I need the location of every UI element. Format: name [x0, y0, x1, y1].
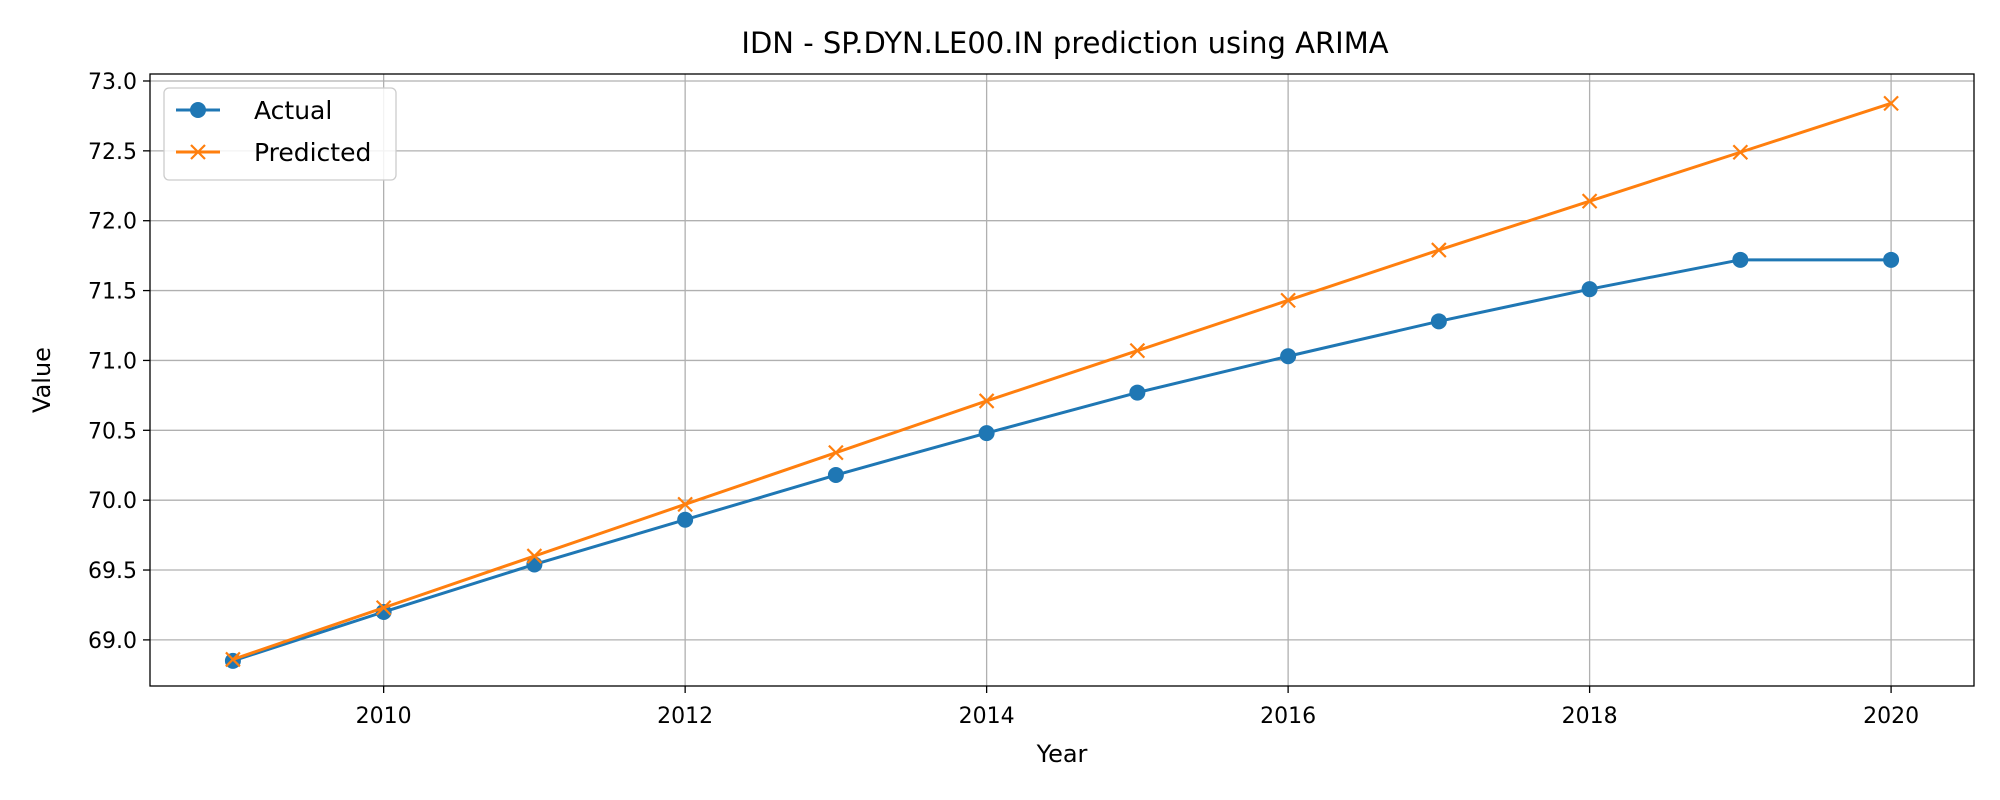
- data-point-actual: [1581, 281, 1598, 298]
- plot-area-frame: [149, 73, 1975, 687]
- grid-layer: [150, 74, 1974, 686]
- data-point-predicted: [978, 393, 995, 409]
- data-point-actual: [978, 425, 995, 442]
- data-point-predicted: [677, 496, 693, 513]
- x-tick-label: 2012: [657, 704, 713, 729]
- y-tick-label: 70.0: [88, 489, 137, 514]
- y-tick-label: 69.5: [88, 559, 137, 584]
- data-point-predicted: [828, 444, 844, 461]
- legend-label-actual: Actual: [254, 96, 332, 125]
- data-point-actual: [1129, 384, 1146, 401]
- data-point-predicted: [1129, 342, 1146, 359]
- x-axis-title: Year: [1036, 740, 1088, 768]
- data-point-actual: [1883, 251, 1900, 268]
- y-tick-label: 72.0: [88, 210, 137, 235]
- chart-title: IDN - SP.DYN.LE00.IN prediction using AR…: [741, 26, 1388, 60]
- series-line-predicted: [232, 101, 1892, 661]
- series-line-actual: [232, 258, 1892, 663]
- x-tick-label: 2018: [1562, 704, 1618, 729]
- x-tick-label: 2016: [1260, 704, 1316, 729]
- y-tick-label: 69.0: [88, 629, 137, 654]
- legend-marker-predicted: [190, 144, 206, 160]
- y-axis-title: Value: [28, 347, 56, 413]
- ticks-layer: 2010 2012 2014 2016 2018 2020 69.0 69.5 70.0 70.5…: [88, 70, 1919, 729]
- legend-label-predicted: Predicted: [254, 138, 371, 167]
- legend: Actual Predicted: [163, 87, 397, 181]
- y-tick-label: 73.0: [88, 70, 137, 95]
- y-tick-label: 70.5: [88, 419, 137, 444]
- x-tick-label: 2014: [959, 704, 1015, 729]
- legend-marker-actual: [190, 102, 206, 118]
- data-point-actual: [677, 511, 694, 528]
- data-point-predicted: [1732, 144, 1749, 161]
- data-point-predicted: [1431, 242, 1447, 258]
- series-layer: [224, 95, 1900, 669]
- data-point-predicted: [375, 599, 392, 616]
- legend-entry-predicted: Predicted: [176, 138, 371, 167]
- data-point-predicted: [526, 548, 543, 564]
- x-tick-label: 2020: [1863, 704, 1919, 729]
- data-point-predicted: [1883, 95, 1899, 112]
- legend-frame: [163, 87, 397, 181]
- legend-entry-actual: Actual: [176, 96, 332, 125]
- data-point-actual: [827, 467, 844, 484]
- data-point-predicted: [225, 651, 241, 668]
- data-point-actual: [1430, 313, 1447, 330]
- y-tick-label: 71.0: [88, 349, 137, 374]
- data-point-actual: [1732, 251, 1749, 268]
- y-tick-label: 72.5: [88, 140, 137, 165]
- data-point-actual: [1280, 348, 1297, 365]
- x-tick-label: 2010: [356, 704, 412, 729]
- data-point-predicted: [1581, 193, 1598, 209]
- y-tick-label: 71.5: [88, 280, 137, 305]
- data-point-predicted: [1280, 292, 1296, 309]
